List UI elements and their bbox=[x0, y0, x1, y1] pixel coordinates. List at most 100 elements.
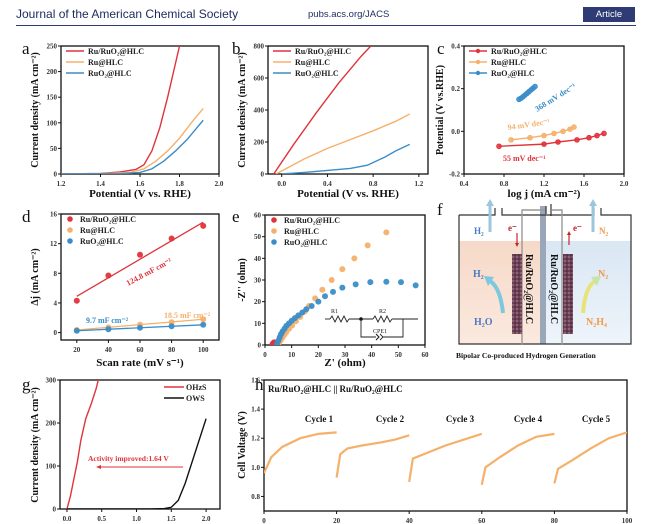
panel-letter-c: c bbox=[437, 39, 445, 58]
data-point bbox=[168, 235, 175, 242]
left-reactant: H₂O bbox=[474, 317, 493, 328]
electron-left: e⁻ bbox=[508, 223, 517, 233]
legend-label: OHzS bbox=[186, 383, 207, 392]
legend-label: RuO₂@HLC bbox=[491, 69, 535, 78]
y-tick-label: 8 bbox=[54, 270, 58, 278]
schematic-caption: Bipolar Co-produced Hydrogen Generation bbox=[456, 351, 597, 360]
panel-letter-e: e bbox=[232, 207, 240, 226]
x-tick-label: 1.5 bbox=[167, 515, 176, 523]
panel-h-chart: h 0 20 40 60 80 100 0.8 1.0 1.2 1.4 1.6 Cell Voltage… bbox=[237, 375, 633, 524]
y-tick-label: 1.4 bbox=[251, 406, 260, 414]
wire bbox=[360, 319, 376, 338]
y-tick-label: 1.6 bbox=[251, 377, 260, 385]
y-tick-label: 200 bbox=[47, 68, 58, 76]
y-tick-label: 40 bbox=[254, 255, 262, 263]
plot-frame bbox=[267, 45, 429, 175]
y-tick-label: 0 bbox=[258, 342, 262, 350]
data-point bbox=[73, 327, 80, 334]
legend-marker bbox=[475, 70, 481, 76]
data-point bbox=[137, 324, 143, 331]
left-product: H₂ bbox=[473, 269, 484, 280]
data-point bbox=[322, 293, 328, 300]
data-point bbox=[586, 134, 592, 141]
data-point bbox=[574, 137, 580, 143]
slope-label-ruo2: 368 mV dec⁻¹ bbox=[533, 81, 578, 114]
panel-letter-a: a bbox=[22, 39, 30, 58]
gas-out-left: H₂ bbox=[474, 226, 484, 236]
panel-f-schematic: f H₂ N₂ e⁻ e⁻ H₂ H₂O N₂ N₂H₄ Ru/RuO₂@HLC… bbox=[437, 199, 632, 360]
y-tick-label: 50 bbox=[254, 233, 262, 241]
slope-label-ru: 94 mV dec⁻¹ bbox=[507, 117, 551, 132]
electrode-right bbox=[563, 254, 573, 334]
data-point bbox=[560, 128, 566, 135]
panel-e-chart: e 0 10 20 30 40 50 60 0 10 20 30 40 50 60 -Z'' (ohm) Z' … bbox=[232, 207, 429, 369]
data-point bbox=[398, 279, 404, 286]
x-tick-label: 0 bbox=[262, 517, 266, 524]
panel-a-chart: a 1.2 1.4 1.6 1.8 2.0 0 50 100 150 200 250 Current d… bbox=[22, 39, 224, 200]
x-tick-label: 0.4 bbox=[460, 180, 469, 188]
y-tick-label: 20 bbox=[254, 298, 262, 306]
activity-annotation: Activity improved:1.64 V bbox=[88, 454, 169, 463]
x-tick-label: 2.0 bbox=[202, 515, 211, 523]
plot-area bbox=[273, 46, 411, 174]
cycle-label-2: Cycle 2 bbox=[376, 414, 405, 424]
y-tick-label: 10 bbox=[254, 320, 262, 328]
fit-line bbox=[76, 221, 204, 297]
plot-area bbox=[269, 229, 419, 345]
resistor-r1-icon bbox=[329, 314, 350, 324]
data-point bbox=[200, 316, 207, 323]
x-tick-label: 60 bbox=[478, 517, 486, 524]
cycle-label-5: Cycle 5 bbox=[582, 414, 611, 424]
x-tick-label: 40 bbox=[368, 351, 376, 359]
x-tick-label: 100 bbox=[198, 346, 209, 354]
series-line-ohzs bbox=[66, 380, 99, 509]
data-point bbox=[330, 288, 336, 295]
series-line-cycle-2 bbox=[335, 434, 410, 478]
y-axis-label: Cell Voltage (V) bbox=[237, 411, 248, 479]
data-point bbox=[105, 272, 112, 279]
legend-label: RuO₂@HLC bbox=[284, 238, 328, 247]
electrode-label-left: Ru/RuO₂@HLC bbox=[523, 254, 534, 324]
x-axis-label: Scan rate (mV s⁻¹) bbox=[96, 357, 184, 369]
y-tick-label: 1.2 bbox=[251, 435, 260, 443]
data-point bbox=[571, 124, 577, 130]
x-tick-label: 0.0 bbox=[277, 180, 286, 188]
y-tick-label: 0 bbox=[261, 171, 265, 179]
y-axis-label: Δj (mA cm⁻²) bbox=[30, 248, 41, 305]
y-axis-label: Potential (V vs.RHE) bbox=[435, 65, 446, 155]
data-point bbox=[383, 229, 390, 236]
data-point bbox=[532, 83, 538, 90]
journal-url[interactable]: pubs.acs.org/JACS bbox=[308, 9, 390, 20]
legend-marker bbox=[271, 228, 277, 234]
inset-title: Ru/RuO₂@HLC || Ru/RuO₂@HLC bbox=[268, 384, 403, 394]
panel-d-chart: d 20 40 60 80 100 0 4 8 12 16 Δj (mA cm⁻²) Scan rate… bbox=[22, 207, 220, 369]
series-line-ruo-hlc bbox=[281, 143, 411, 174]
y-tick-label: 1.0 bbox=[251, 464, 260, 472]
data-point bbox=[364, 242, 371, 249]
page-header: Journal of the American Chemical Society… bbox=[0, 0, 650, 28]
circuit-label-cpe1: CPE1 bbox=[373, 329, 387, 335]
plot-area bbox=[264, 431, 627, 486]
x-tick-label: 20 bbox=[73, 346, 81, 354]
series-line-ows bbox=[66, 418, 207, 509]
x-axis-label: log j (mA cm⁻²) bbox=[508, 188, 581, 200]
legend-marker bbox=[67, 238, 73, 244]
x-tick-label: 0.4 bbox=[323, 180, 332, 188]
data-point bbox=[339, 284, 346, 291]
panel-letter-b: b bbox=[232, 39, 241, 58]
legend-label: Ru@HLC bbox=[88, 58, 123, 67]
data-point bbox=[200, 321, 207, 328]
data-point bbox=[308, 303, 315, 309]
x-tick-label: 60 bbox=[422, 351, 430, 359]
membrane bbox=[540, 206, 546, 344]
article-badge: Article bbox=[583, 7, 635, 22]
y-tick-label: 50 bbox=[50, 145, 58, 153]
y-axis-label: Current density (mA cm⁻²) bbox=[30, 387, 41, 503]
y-tick-label: 0 bbox=[54, 171, 58, 179]
legend-label: Ru/RuO₂@HLC bbox=[88, 47, 144, 56]
resistor-r2-icon bbox=[372, 314, 393, 324]
y-tick-label: 300 bbox=[46, 377, 57, 385]
data-point bbox=[496, 143, 502, 150]
legend-marker bbox=[271, 217, 277, 223]
